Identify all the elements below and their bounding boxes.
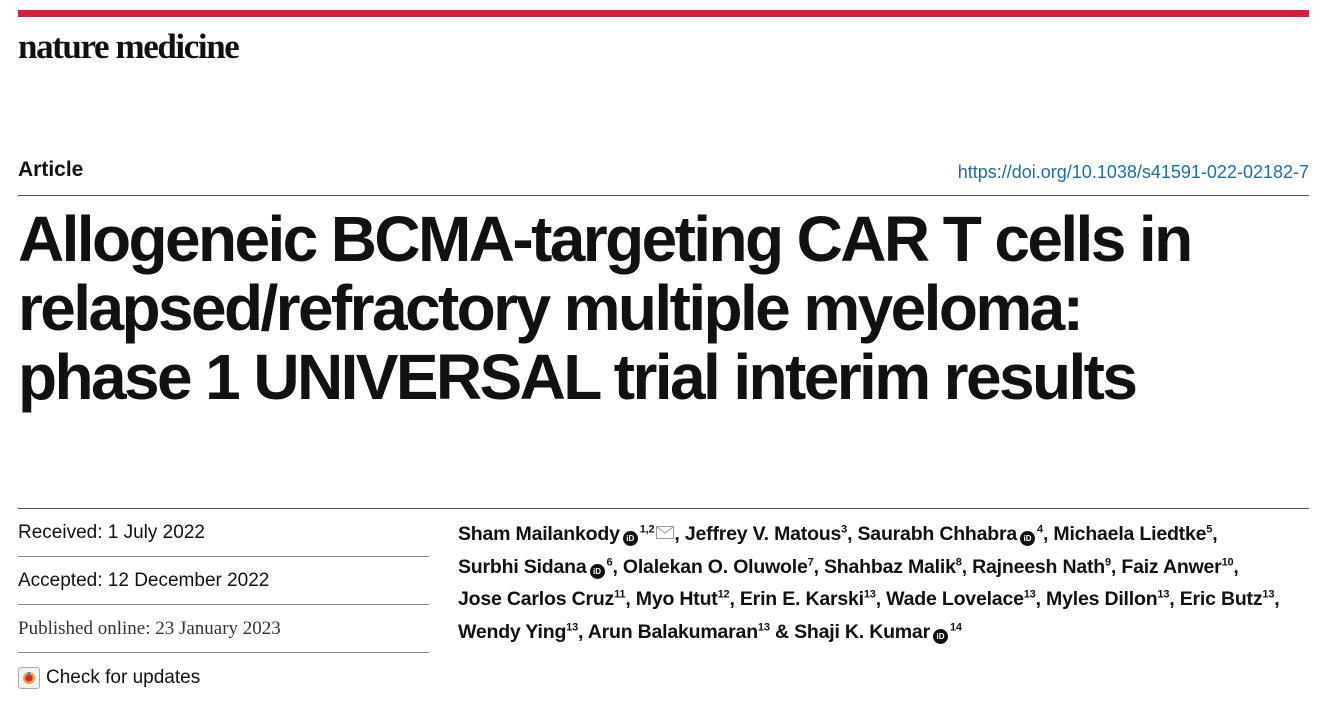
author-name-text: Surbhi Sidana: [458, 555, 587, 578]
orcid-icon[interactable]: iD: [1020, 531, 1036, 546]
author-name-text: Myles Dillon: [1046, 588, 1158, 610]
published-date: Published online: 23 January 2023: [18, 605, 429, 653]
author-name[interactable]: Olalekan O. Oluwole7: [623, 556, 814, 578]
affiliation-number[interactable]: 4: [1037, 523, 1043, 536]
title-line-1: Allogeneic BCMA-targeting CAR T cells in: [18, 203, 1193, 275]
author-name[interactable]: Eric Butz13: [1180, 588, 1275, 610]
author-name-text: Faiz Anwer: [1121, 555, 1222, 578]
accepted-date: Accepted: 12 December 2022: [18, 557, 429, 605]
author-name-text: Arun Balakumaran: [587, 620, 758, 643]
author-name-text: & Shaji K. Kumar: [774, 620, 930, 643]
envelope-icon[interactable]: [656, 517, 675, 550]
title-line-3: phase 1 UNIVERSAL trial interim results: [18, 341, 1138, 413]
author-name-text: Myo Htut: [635, 588, 718, 610]
author-name-text: Sham Mailankody: [458, 523, 620, 545]
affiliation-number[interactable]: 1,2: [639, 523, 655, 536]
author-name[interactable]: Arun Balakumaran13: [588, 621, 770, 643]
author-name-text: Rajneesh Nath: [972, 555, 1105, 578]
orcid-icon[interactable]: iD: [622, 531, 638, 546]
journal-name[interactable]: nature medicine: [18, 27, 240, 66]
author-name[interactable]: Faiz Anwer10: [1121, 556, 1233, 578]
affiliation-number[interactable]: 10: [1221, 556, 1234, 568]
author-name[interactable]: Saurabh Chhabra iD4: [857, 523, 1043, 546]
author-name[interactable]: Michaela Liedtke5: [1053, 523, 1212, 545]
author-name-text: Jose Carlos Cruz: [458, 588, 615, 610]
affiliation-number[interactable]: 5: [1206, 523, 1213, 536]
orcid-icon[interactable]: iD: [589, 563, 605, 579]
author-name-text: Olalekan O. Oluwole: [622, 555, 808, 578]
author-name[interactable]: Sham Mailankody iD1,2: [458, 523, 675, 546]
title-line-2: relapsed/refractory multiple myeloma:: [18, 272, 1084, 344]
affiliation-number[interactable]: 6: [606, 556, 613, 568]
article-title: Allogeneic BCMA-targeting CAR T cells in…: [18, 205, 1298, 412]
affiliation-number[interactable]: 13: [863, 588, 876, 601]
author-name[interactable]: & Shaji K. Kumar iD14: [774, 620, 962, 644]
affiliation-number[interactable]: 13: [1157, 588, 1170, 601]
author-name-text: Wade Lovelace: [886, 588, 1024, 610]
affiliation-number[interactable]: 8: [955, 556, 962, 568]
affiliation-number[interactable]: 13: [757, 621, 770, 633]
journal-accent-bar: [18, 10, 1309, 17]
author-name[interactable]: Jose Carlos Cruz11: [458, 588, 626, 610]
affiliation-number[interactable]: 11: [614, 588, 626, 601]
check-for-updates-label: Check for updates: [46, 667, 201, 688]
affiliation-number[interactable]: 12: [717, 588, 730, 601]
author-name[interactable]: Wendy Ying13: [458, 621, 578, 643]
author-name[interactable]: Myo Htut12: [636, 588, 730, 610]
author-name[interactable]: Wade Lovelace13: [886, 588, 1036, 610]
author-name[interactable]: Surbhi Sidana iD6: [458, 555, 613, 579]
affiliation-number[interactable]: 7: [807, 556, 814, 568]
check-for-updates-icon: [18, 667, 40, 689]
affiliation-number[interactable]: 13: [566, 621, 578, 633]
affiliation-number[interactable]: 13: [1262, 588, 1275, 601]
article-dates: Received: 1 July 2022 Accepted: 12 Decem…: [18, 509, 429, 653]
author-name-text: Wendy Ying: [458, 620, 567, 643]
author-name-text: Eric Butz: [1179, 588, 1263, 610]
author-name-text: Saurabh Chhabra: [857, 523, 1018, 545]
author-name[interactable]: Rajneesh Nath9: [972, 556, 1111, 578]
author-name-text: Erin E. Karski: [739, 588, 864, 610]
author-name[interactable]: Erin E. Karski13: [740, 588, 876, 610]
author-name[interactable]: Shahbaz Malik8: [824, 556, 962, 578]
affiliation-number[interactable]: 13: [1023, 588, 1036, 601]
received-date: Received: 1 July 2022: [18, 509, 429, 557]
affiliation-number[interactable]: 9: [1105, 556, 1111, 568]
author-name-text: Jeffrey V. Matous: [684, 523, 842, 545]
author-name-text: Shahbaz Malik: [824, 555, 956, 578]
header-divider: [18, 195, 1309, 196]
orcid-icon[interactable]: iD: [932, 628, 948, 644]
author-name[interactable]: Myles Dillon13: [1046, 588, 1169, 610]
affiliation-number[interactable]: 3: [841, 523, 848, 536]
check-for-updates-button[interactable]: Check for updates: [18, 667, 200, 689]
article-type-label: Article: [18, 158, 84, 181]
affiliation-number[interactable]: 14: [949, 621, 962, 633]
author-name[interactable]: Jeffrey V. Matous3: [685, 523, 847, 545]
title-divider: [18, 508, 1309, 509]
author-list: Sham Mailankody iD1,2, Jeffrey V. Matous3…: [458, 517, 1308, 648]
doi-link[interactable]: https://doi.org/10.1038/s41591-022-02182…: [957, 162, 1309, 182]
author-name-text: Michaela Liedtke: [1053, 523, 1207, 545]
